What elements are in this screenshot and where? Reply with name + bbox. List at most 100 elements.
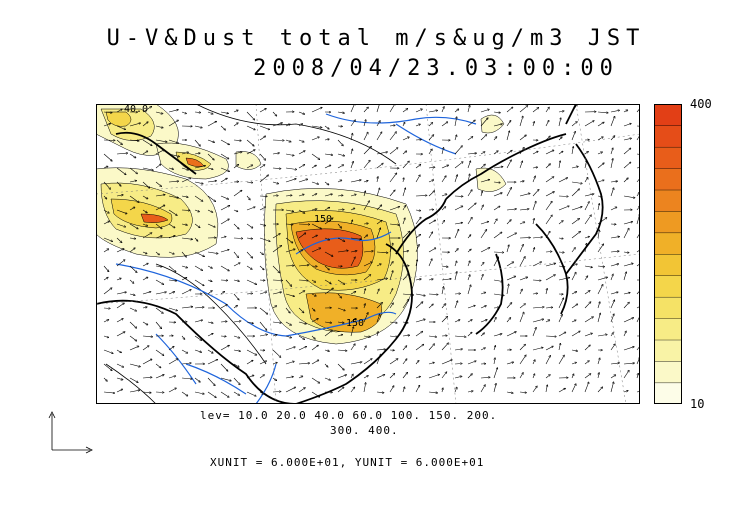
wind-vector <box>480 164 485 169</box>
wind-vector <box>181 251 186 257</box>
wind-vector <box>259 223 266 226</box>
wind-vector <box>246 251 253 258</box>
wind-vector <box>493 112 500 113</box>
wind-vector <box>377 332 378 337</box>
wind-vector <box>142 209 147 213</box>
colorbar <box>654 104 682 404</box>
wind-vector <box>532 374 535 379</box>
wind-vector <box>168 223 175 228</box>
wind-vector <box>428 167 435 168</box>
wind-vector <box>311 194 317 197</box>
wind-vector <box>428 375 439 379</box>
wind-vector <box>103 335 109 338</box>
wind-vector <box>116 181 121 186</box>
wind-vector <box>519 245 523 253</box>
wind-vector <box>402 274 409 281</box>
wind-vector <box>142 139 152 146</box>
wind-vector <box>220 363 228 371</box>
wind-vector <box>220 195 229 199</box>
wind-vector <box>337 165 344 169</box>
wind-vector <box>623 138 631 141</box>
wind-vector <box>467 361 476 365</box>
wind-vector <box>259 207 265 211</box>
wind-vector <box>168 359 178 365</box>
wind-vector <box>493 308 499 309</box>
wind-vector <box>441 107 444 113</box>
wind-vector <box>506 245 509 253</box>
wind-vector <box>402 299 409 309</box>
wind-vector <box>103 377 107 381</box>
wind-vector <box>506 392 513 393</box>
wind-vector <box>259 175 268 183</box>
wind-vector <box>272 349 281 357</box>
wind-vector <box>623 222 632 225</box>
wind-vector <box>116 389 122 393</box>
wind-vector <box>233 251 238 257</box>
wind-vector <box>480 320 487 323</box>
wind-vector <box>350 120 355 127</box>
wind-vector <box>155 266 162 267</box>
wind-vector <box>545 356 550 365</box>
wind-vector <box>272 335 277 336</box>
wind-vector <box>441 221 445 225</box>
wind-vector <box>298 151 305 155</box>
wind-vector <box>558 196 568 197</box>
wind-vector <box>103 209 109 213</box>
wind-vector <box>558 206 569 211</box>
wind-vector <box>311 345 318 351</box>
wind-vector <box>415 217 421 225</box>
wind-vector <box>584 361 589 365</box>
wind-vector <box>220 206 230 211</box>
wind-vector <box>480 135 487 141</box>
wind-vector <box>324 288 333 295</box>
wind-vector <box>532 201 536 211</box>
wind-vector <box>155 139 167 142</box>
wind-vector <box>597 313 600 323</box>
wind-vector <box>571 264 577 267</box>
graticule <box>96 104 640 404</box>
wind-vector <box>428 344 434 351</box>
wind-vector <box>311 293 316 296</box>
wind-vector <box>610 314 614 323</box>
wind-vector <box>285 361 294 365</box>
wind-vector <box>403 178 404 183</box>
wind-vector <box>272 168 281 169</box>
wind-vector <box>246 182 253 183</box>
wind-vector <box>415 235 420 239</box>
wind-vector <box>181 278 187 281</box>
wind-vector <box>259 125 270 130</box>
wind-vector <box>571 147 573 155</box>
wind-vector <box>350 194 356 197</box>
wind-vector <box>389 359 398 365</box>
wind-vector <box>402 251 408 252</box>
wind-vector <box>428 191 435 197</box>
wind-vector <box>467 153 476 154</box>
wind-vector <box>259 165 265 169</box>
wind-vector <box>428 123 433 127</box>
wind-vector <box>168 346 174 351</box>
wind-vector <box>129 279 134 283</box>
wind-vector <box>376 278 387 281</box>
wind-vector <box>298 139 304 142</box>
wind-vector <box>558 111 564 112</box>
wind-vector <box>454 146 462 155</box>
wind-vector <box>246 125 255 130</box>
wind-vector <box>584 202 589 211</box>
wind-vector <box>259 292 267 295</box>
wind-vector <box>532 319 544 323</box>
wind-vector <box>142 181 150 188</box>
wind-vector <box>259 335 267 337</box>
wind-vector <box>558 137 562 141</box>
wind-vector <box>415 293 425 296</box>
wind-vector <box>168 265 176 272</box>
wind-vector <box>272 234 280 239</box>
wind-vector <box>415 124 420 127</box>
wind-vector <box>442 388 443 393</box>
wind-vector <box>506 362 513 365</box>
wind-vector <box>441 287 444 295</box>
wind-vector <box>194 181 203 184</box>
wind-vector <box>337 180 342 183</box>
wind-vector <box>558 161 560 169</box>
wind-vector <box>233 110 238 113</box>
wind-vector <box>467 374 472 379</box>
